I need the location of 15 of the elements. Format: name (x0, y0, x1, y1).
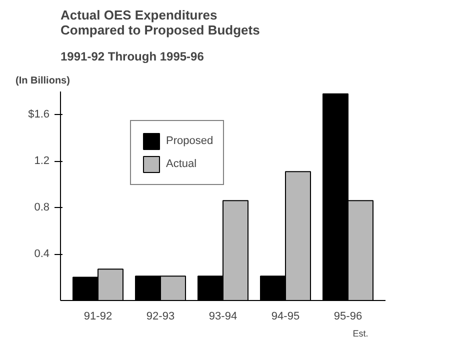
x-tick-label: 95-96 (334, 310, 362, 322)
y-axis-title: (In Billions) (16, 76, 70, 86)
legend-label: Proposed (166, 135, 214, 147)
y-tick-label: 1.2 (34, 155, 50, 168)
legend-label: Actual (166, 158, 197, 170)
y-tick-label: $1.6 (28, 108, 50, 121)
y-tick-label: 0.4 (34, 248, 50, 260)
x-tick-label: 94-95 (271, 310, 300, 322)
y-tick-label: 0.8 (34, 202, 50, 214)
x-tick-label: 91-92 (84, 310, 112, 322)
text: Est. (352, 328, 368, 338)
chart-title: Actual OES Expenditures Compared to Proposed Budgets (60, 8, 260, 38)
chart-subtitle: 1991-92 Through 1995-96 (60, 50, 204, 64)
x-tick-label: 93-94 (208, 310, 238, 322)
x-tick-label: 92-93 (146, 310, 175, 322)
